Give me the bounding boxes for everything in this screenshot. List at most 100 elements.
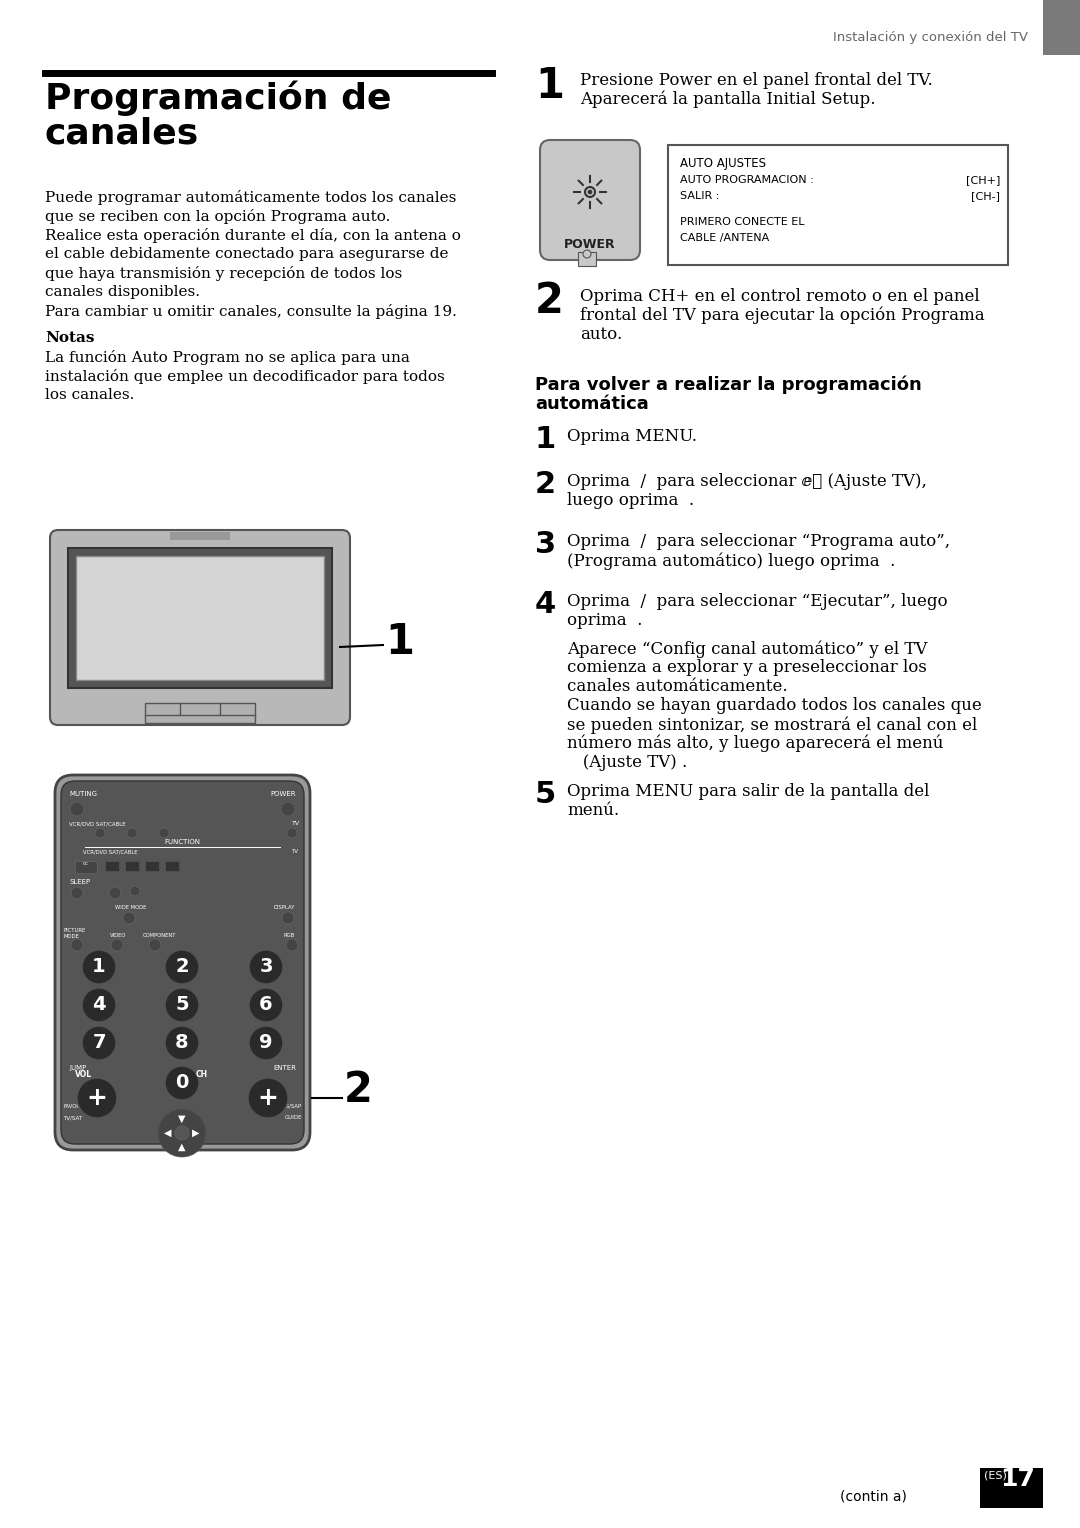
Circle shape (175, 1126, 189, 1140)
Text: [CH-]: [CH-] (971, 191, 1000, 202)
Text: (Ajuste TV) .: (Ajuste TV) . (567, 753, 687, 772)
Text: PICTURE
MODE: PICTURE MODE (63, 927, 85, 938)
Text: 4: 4 (535, 590, 556, 619)
Text: comienza a explorar y a preseleccionar los: comienza a explorar y a preseleccionar l… (567, 659, 927, 675)
Text: VCR/DVD SAT/CABLE: VCR/DVD SAT/CABLE (83, 850, 137, 854)
Text: VIDEO: VIDEO (110, 934, 126, 938)
Bar (578, 252, 596, 266)
Text: Para cambiar u omitir canales, consulte la página 19.: Para cambiar u omitir canales, consulte … (45, 304, 457, 319)
Bar (165, 860, 179, 871)
Text: MENU: MENU (286, 1167, 302, 1174)
Text: [CH+]: [CH+] (966, 176, 1000, 185)
Text: Notas: Notas (45, 332, 95, 345)
Circle shape (149, 940, 161, 950)
Text: Cuando se hayan guardado todos los canales que: Cuando se hayan guardado todos los canal… (567, 697, 982, 714)
Bar (76, 556, 324, 680)
Text: oprima  .: oprima . (567, 613, 643, 630)
Text: Oprima CH+ en el control remoto o en el panel: Oprima CH+ en el control remoto o en el … (580, 287, 980, 306)
Text: +: + (86, 1086, 107, 1109)
Text: GUIDE: GUIDE (284, 1115, 302, 1120)
Text: Para volver a realizar la programación: Para volver a realizar la programación (535, 374, 921, 394)
Circle shape (109, 886, 121, 898)
Text: Aparecerá la pantalla Initial Setup.: Aparecerá la pantalla Initial Setup. (580, 92, 876, 108)
Text: 17: 17 (1000, 1467, 1035, 1491)
Circle shape (281, 802, 295, 816)
Text: 8: 8 (175, 1033, 189, 1053)
Text: SALIR :: SALIR : (680, 191, 719, 202)
Text: 5: 5 (535, 779, 556, 808)
Text: Oprima  /  para seleccionar ⅇ₢ (Ajuste TV),: Oprima / para seleccionar ⅇ₢ (Ajuste TV)… (567, 474, 927, 490)
Text: el cable debidamente conectado para asegurarse de: el cable debidamente conectado para aseg… (45, 248, 448, 261)
Text: 1: 1 (92, 958, 106, 976)
Bar (170, 532, 230, 539)
Circle shape (77, 1077, 117, 1118)
Text: FAVORITES: FAVORITES (63, 1105, 91, 1109)
Text: POWER: POWER (270, 792, 296, 798)
Text: automática: automática (535, 396, 649, 413)
Circle shape (70, 802, 84, 816)
Text: 5: 5 (175, 996, 189, 1015)
Bar (105, 860, 119, 871)
FancyBboxPatch shape (60, 781, 303, 1144)
Text: ENTER: ENTER (273, 1065, 296, 1071)
Circle shape (286, 940, 298, 950)
Bar (145, 715, 255, 723)
Bar (75, 860, 97, 872)
Bar (145, 860, 159, 871)
Text: 1: 1 (384, 620, 414, 663)
Circle shape (248, 1077, 288, 1118)
Text: 2: 2 (535, 280, 564, 322)
Text: AUTO PROGRAMACION :: AUTO PROGRAMACION : (680, 176, 813, 185)
Text: luego oprima  .: luego oprima . (567, 492, 694, 509)
Text: Presione Power en el panel frontal del TV.: Presione Power en el panel frontal del T… (580, 72, 933, 89)
Text: 2: 2 (175, 958, 189, 976)
Text: ▶: ▶ (192, 1128, 200, 1138)
Circle shape (287, 828, 297, 837)
Circle shape (159, 828, 168, 837)
Circle shape (165, 1067, 199, 1100)
Text: canales disponibles.: canales disponibles. (45, 286, 200, 299)
Circle shape (71, 886, 83, 898)
Text: se pueden sintonizar, se mostrará el canal con el: se pueden sintonizar, se mostrará el can… (567, 717, 977, 733)
Circle shape (127, 828, 137, 837)
Circle shape (165, 989, 199, 1022)
Circle shape (165, 1025, 199, 1060)
Text: DISPLAY: DISPLAY (273, 905, 295, 911)
Text: 6: 6 (259, 996, 273, 1015)
Bar (145, 703, 255, 717)
Bar (669, 145, 1008, 264)
Text: canales automáticamente.: canales automáticamente. (567, 678, 787, 695)
Text: 2: 2 (345, 1070, 373, 1111)
Bar (1043, 0, 1080, 55)
Text: VOL: VOL (75, 1070, 92, 1079)
Text: (Programa automático) luego oprima  .: (Programa automático) luego oprima . (567, 552, 895, 570)
FancyBboxPatch shape (540, 141, 640, 260)
Text: instalación que emplee un decodificador para todos: instalación que emplee un decodificador … (45, 368, 445, 384)
Text: COMPONENT: COMPONENT (143, 934, 176, 938)
Text: Instalación y conexión del TV: Instalación y conexión del TV (833, 32, 1028, 44)
Text: POWER
SAVING: POWER SAVING (60, 1160, 81, 1170)
Text: MUTING: MUTING (69, 792, 97, 798)
Bar (980, 1468, 1043, 1508)
Circle shape (282, 912, 294, 924)
Bar (125, 860, 139, 871)
Text: TV: TV (291, 850, 298, 854)
Text: Realice esta operación durante el día, con la antena o: Realice esta operación durante el día, c… (45, 228, 461, 243)
Text: RGB: RGB (284, 934, 295, 938)
Text: (contin a): (contin a) (840, 1490, 907, 1504)
Text: 9: 9 (259, 1033, 273, 1053)
Text: FUNCTION: FUNCTION (164, 839, 200, 845)
Text: Oprima  /  para seleccionar “Ejecutar”, luego: Oprima / para seleccionar “Ejecutar”, lu… (567, 593, 947, 610)
Text: Programación de: Programación de (45, 79, 391, 116)
Circle shape (249, 989, 283, 1022)
Text: Aparece “Config canal automático” y el TV: Aparece “Config canal automático” y el T… (567, 640, 928, 657)
Text: 1: 1 (535, 66, 564, 107)
Circle shape (585, 186, 595, 197)
Text: 4: 4 (92, 996, 106, 1015)
Text: ▲: ▲ (178, 1141, 186, 1152)
Text: CABLE /ANTENA: CABLE /ANTENA (680, 232, 769, 243)
Text: los canales.: los canales. (45, 388, 134, 402)
Bar (68, 549, 332, 688)
Circle shape (82, 950, 116, 984)
Text: 3: 3 (259, 958, 273, 976)
